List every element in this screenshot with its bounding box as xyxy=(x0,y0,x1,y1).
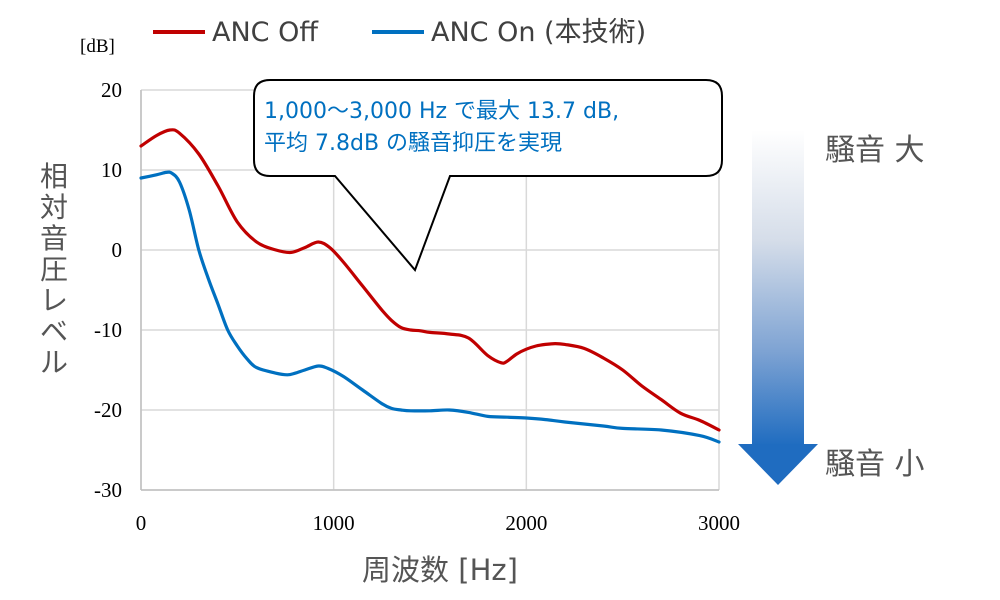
y-tick-label: -30 xyxy=(94,478,122,502)
x-tick-label: 0 xyxy=(136,511,147,535)
y-axis-title-char: 対 xyxy=(40,191,68,224)
y-unit-label: [dB] xyxy=(80,36,115,57)
callout-balloon xyxy=(253,79,723,272)
y-tick-label: 0 xyxy=(112,238,123,262)
y-tick-label: -20 xyxy=(94,398,122,422)
y-tick-label: 20 xyxy=(101,78,122,102)
y-axis-title-char: ル xyxy=(40,346,68,379)
noise-high-label: 騒音 大 xyxy=(825,133,925,168)
annotation-line-1: 1,000～3,000 Hz で最大 13.7 dB, xyxy=(264,99,619,124)
x-axis-title: 周波数 [Hz] xyxy=(362,553,518,587)
arrow-shaft xyxy=(752,130,804,446)
y-axis-title-char: 圧 xyxy=(40,253,68,286)
noise-level-arrow xyxy=(738,130,818,485)
y-axis-title-char: ベ xyxy=(40,315,68,348)
noise-low-label: 騒音 小 xyxy=(825,447,925,482)
x-tick-labels: 0 1000 2000 3000 xyxy=(136,511,740,535)
y-tick-label: 10 xyxy=(101,158,122,182)
annotation-line-2: 平均 7.8dB の騒音抑圧を実現 xyxy=(264,131,562,156)
y-axis-title-char: 音 xyxy=(40,222,68,255)
series-line-anc-off xyxy=(139,128,721,432)
y-tick-label: -10 xyxy=(94,318,122,342)
legend-label-anc-on: ANC On (本技術) xyxy=(431,17,646,48)
legend-label-anc-off: ANC Off xyxy=(212,17,319,48)
y-tick-labels: 20 10 0 -10 -20 -30 xyxy=(94,78,122,502)
x-tick-label: 3000 xyxy=(698,511,740,535)
y-axis-title-char: 相 xyxy=(40,160,68,193)
legend: ANC Off ANC On (本技術) xyxy=(153,17,646,48)
y-axis-title-char: レ xyxy=(40,284,68,317)
annotation-callout: 1,000～3,000 Hz で最大 13.7 dB, 平均 7.8dB の騒音… xyxy=(253,79,723,272)
x-tick-label: 2000 xyxy=(505,511,547,535)
series-line-anc-on xyxy=(139,170,721,444)
series-lines xyxy=(139,128,721,444)
x-tick-label: 1000 xyxy=(313,511,355,535)
arrow-down-icon xyxy=(738,444,818,485)
